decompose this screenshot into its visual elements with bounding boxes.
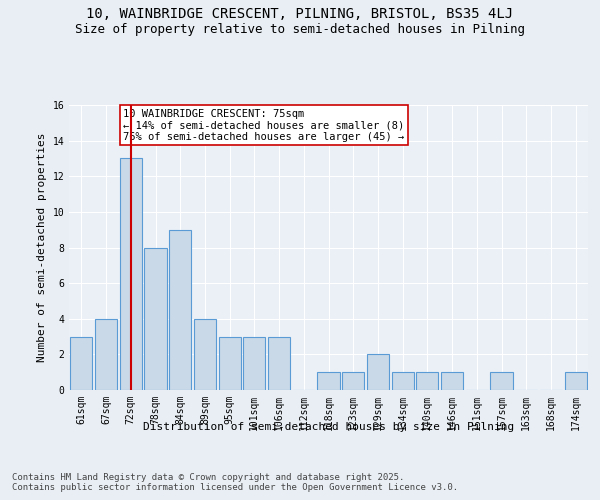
Bar	[70, 336, 92, 390]
Text: Distribution of semi-detached houses by size in Pilning: Distribution of semi-detached houses by …	[143, 422, 514, 432]
Bar	[367, 354, 389, 390]
Text: 10 WAINBRIDGE CRESCENT: 75sqm
← 14% of semi-detached houses are smaller (8)
76% : 10 WAINBRIDGE CRESCENT: 75sqm ← 14% of s…	[124, 108, 404, 142]
Bar	[342, 372, 364, 390]
Bar	[441, 372, 463, 390]
Bar	[119, 158, 142, 390]
Bar	[95, 319, 117, 390]
Bar	[565, 372, 587, 390]
Text: 10, WAINBRIDGE CRESCENT, PILNING, BRISTOL, BS35 4LJ: 10, WAINBRIDGE CRESCENT, PILNING, BRISTO…	[86, 8, 514, 22]
Bar	[392, 372, 414, 390]
Bar	[490, 372, 512, 390]
Text: Contains HM Land Registry data © Crown copyright and database right 2025.
Contai: Contains HM Land Registry data © Crown c…	[12, 472, 458, 492]
Text: Size of property relative to semi-detached houses in Pilning: Size of property relative to semi-detach…	[75, 22, 525, 36]
Bar	[194, 319, 216, 390]
Bar	[268, 336, 290, 390]
Y-axis label: Number of semi-detached properties: Number of semi-detached properties	[37, 132, 47, 362]
Bar	[169, 230, 191, 390]
Bar	[317, 372, 340, 390]
Bar	[416, 372, 439, 390]
Bar	[218, 336, 241, 390]
Bar	[243, 336, 265, 390]
Bar	[145, 248, 167, 390]
